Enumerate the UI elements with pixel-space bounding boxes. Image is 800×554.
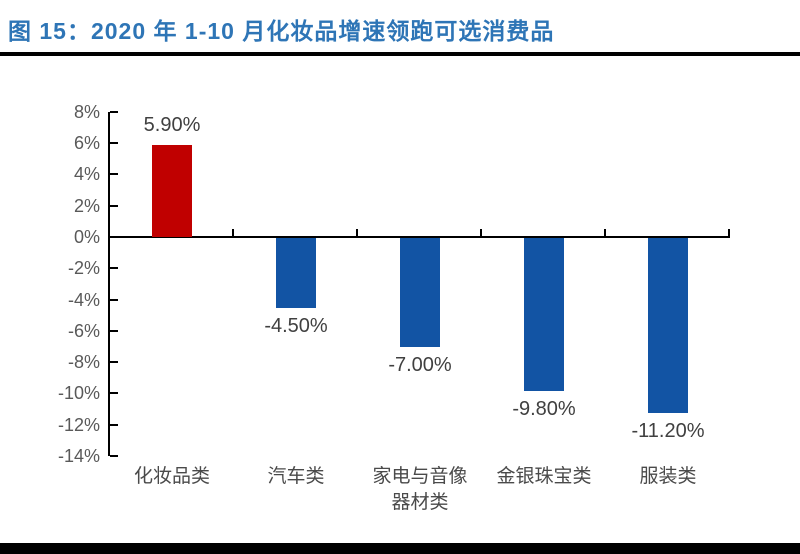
x-axis-tick (356, 229, 358, 237)
category-label: 服装类 (598, 464, 738, 490)
data-label: -7.00% (388, 354, 452, 377)
y-axis-line (108, 112, 110, 456)
y-tick-label: 0% (73, 227, 100, 247)
data-label: -9.80% (512, 398, 576, 421)
y-axis-tick (110, 423, 118, 426)
category-label-line: 汽车类 (267, 466, 325, 487)
bottom-divider (0, 543, 800, 554)
y-tick-label: -8% (67, 352, 100, 373)
y-tick-label: 8% (73, 101, 100, 122)
data-label: -4.50% (264, 315, 328, 338)
x-axis-tick (604, 229, 606, 237)
data-label: -11.20% (631, 420, 705, 443)
y-tick-label: -12% (57, 414, 100, 435)
category-label: 化妆品类 (102, 464, 242, 490)
y-tick-label: 2% (73, 195, 100, 216)
x-axis-tick (232, 229, 234, 237)
x-axis-tick (480, 229, 482, 237)
y-axis-tick (110, 142, 118, 145)
x-axis-line (108, 236, 730, 238)
y-axis-tick (110, 298, 118, 301)
y-axis-tick (110, 110, 118, 113)
y-tick-label: -14% (57, 445, 100, 466)
figure-title: 图 15：2020 年 1-10 月化妆品增速领跑可选消费品 (8, 18, 555, 44)
y-axis-tick (110, 204, 118, 207)
y-tick-label: -6% (67, 320, 100, 341)
category-label-line: 器材类 (391, 492, 449, 513)
y-axis-tick (110, 361, 118, 364)
category-label-line: 金银珠宝类 (496, 466, 592, 487)
y-axis-tick (110, 329, 118, 332)
bar (648, 238, 688, 414)
category-label-line: 家电与音像 (372, 466, 468, 487)
category-label-line: 化妆品类 (133, 466, 210, 487)
data-label: 5.90% (143, 113, 201, 136)
y-tick-label: -4% (67, 289, 100, 310)
y-axis-tick (110, 454, 118, 457)
y-axis-tick (110, 392, 118, 395)
bar (276, 238, 316, 309)
title-underline (0, 52, 800, 56)
category-label-line: 服装类 (639, 466, 697, 487)
y-tick-label: -2% (67, 258, 100, 279)
y-tick-label: -10% (57, 383, 100, 404)
bar (400, 238, 440, 348)
x-axis-tick (728, 229, 730, 237)
category-label: 金银珠宝类 (474, 464, 614, 490)
bar (524, 238, 564, 392)
y-axis-tick (110, 267, 118, 270)
category-label: 家电与音像 器材类 (350, 464, 490, 516)
bar (152, 144, 192, 237)
y-tick-label: 4% (73, 164, 100, 185)
category-label: 汽车类 (226, 464, 366, 490)
y-axis-tick (110, 173, 118, 176)
y-tick-label: 6% (73, 133, 100, 154)
